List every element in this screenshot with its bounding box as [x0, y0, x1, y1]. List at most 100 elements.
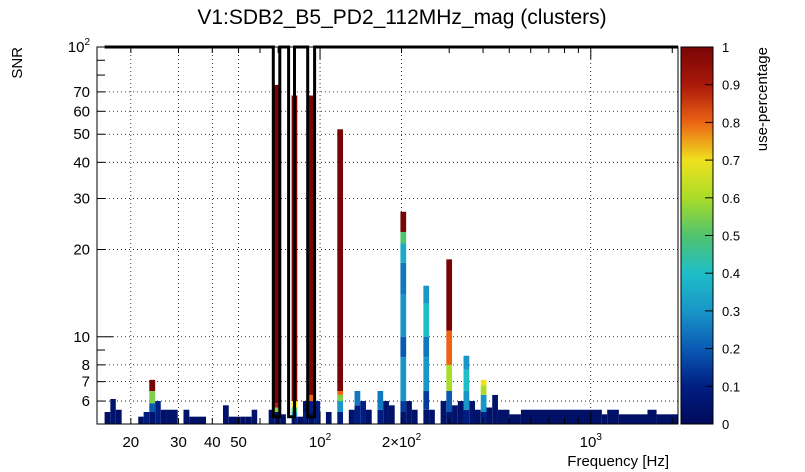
- color-scale: 0 0.1 0.2 0.3 0.4 0.5 0.6 0.7 0.8 0.9 1 use-percen…: [680, 40, 771, 432]
- heatmap-cell: [480, 379, 487, 386]
- heatmap-cell: [183, 409, 190, 424]
- heatmap-cell: [337, 394, 344, 402]
- y-tick-label: 30: [73, 191, 90, 208]
- heatmap-cell: [388, 405, 395, 424]
- x-tick-label: 2×102: [382, 432, 422, 451]
- heatmap-cell: [475, 409, 481, 424]
- color-scale-tick-label: 0.9: [722, 78, 740, 93]
- heatmap-cell: [400, 262, 407, 295]
- heatmap-cell: [400, 243, 407, 263]
- plot-area: 20 30 40 50 102 2×102 103 6 78 10 20 30 40 50 60 70 102: [68, 37, 679, 451]
- color-scale-tick-label: 0.7: [722, 153, 740, 168]
- heatmap-cell: [423, 390, 430, 410]
- heatmap-cell: [607, 409, 619, 424]
- heatmap-cell: [400, 336, 407, 358]
- heatmap-cell: [656, 414, 678, 424]
- heatmap-cell: [480, 412, 487, 424]
- heatmap-cell: [337, 390, 344, 395]
- heatmap-cell: [166, 409, 178, 424]
- x-axis-label: Frequency [Hz]: [567, 453, 669, 470]
- heatmap-cell: [274, 403, 281, 408]
- color-scale-tick-label: 0.6: [722, 191, 740, 206]
- heatmap-cell: [360, 401, 366, 424]
- heatmap-cell: [423, 303, 430, 337]
- heatmap-cell: [400, 357, 407, 402]
- heatmap-cell: [647, 409, 657, 424]
- heatmap-cell: [291, 416, 298, 424]
- heatmap-cell: [509, 414, 521, 424]
- heatmap-cell: [245, 416, 252, 424]
- heatmap-cell: [228, 416, 241, 424]
- heatmap-cell: [400, 231, 407, 244]
- y-tick-label: 40: [73, 154, 90, 171]
- heatmap-cell: [308, 401, 315, 413]
- color-scale-label: use-percentage: [754, 47, 771, 151]
- color-scale-ticks: 0 0.1 0.2 0.3 0.4 0.5 0.6 0.7 0.8 0.9 1: [705, 40, 740, 432]
- y-tick-label: 20: [73, 242, 90, 259]
- heatmap-cell: [348, 409, 355, 424]
- heatmap-cell: [104, 412, 111, 424]
- heatmap-cell: [337, 412, 344, 424]
- heatmap-cell: [297, 416, 303, 424]
- heatmap-cell: [274, 84, 281, 404]
- y-tick-label: 10: [73, 329, 90, 346]
- heatmap-cell: [400, 401, 407, 413]
- heatmap-cell: [446, 390, 453, 413]
- heatmap-cell: [452, 405, 458, 424]
- heatmap-cell: [149, 403, 156, 413]
- outline-trace: [104, 45, 678, 419]
- heatmap-cell: [400, 211, 407, 232]
- heatmap-cell: [406, 401, 412, 424]
- color-scale-tick-label: 0: [722, 417, 729, 432]
- heatmap-cell: [429, 409, 435, 424]
- heatmap-cell: [274, 407, 281, 413]
- color-scale-tick-label: 0.4: [722, 266, 740, 281]
- heatmap-cell: [601, 414, 608, 424]
- chart-title: V1:SDB2_B5_PD2_112MHz_mag (clusters): [197, 6, 606, 29]
- heatmap-cell: [308, 394, 315, 402]
- heatmap-cell: [160, 409, 167, 424]
- x-tick-label: 30: [170, 434, 187, 451]
- y-tick-label: 8: [82, 357, 90, 374]
- y-tick-label: 60: [73, 103, 90, 120]
- plot-frame: [96, 46, 679, 425]
- heatmap-cell: [463, 355, 470, 370]
- heatmap-cell: [446, 330, 453, 365]
- heatmap-cell: [354, 390, 361, 406]
- y-axis-label: SNR: [9, 47, 26, 79]
- heatmap-cell: [337, 129, 344, 391]
- heatmap-cell: [423, 409, 430, 424]
- heatmap-cell: [337, 401, 344, 413]
- x-tick-label: 50: [230, 434, 247, 451]
- heatmap-cell: [354, 405, 361, 424]
- y-tick-label: 7: [82, 374, 90, 391]
- heatmap-cell: [115, 409, 122, 424]
- heatmap-cell: [365, 409, 372, 424]
- color-scale-tick-label: 0.2: [722, 342, 740, 357]
- heatmap-cell: [377, 390, 384, 410]
- y-tick-label: 70: [73, 84, 90, 101]
- heatmap-cell: [302, 412, 309, 424]
- y-tick-label: 6: [82, 393, 90, 410]
- color-scale-tick-label: 0.1: [722, 379, 740, 394]
- y-tick-label: 50: [73, 126, 90, 143]
- heatmap-cell: [325, 412, 332, 424]
- color-scale-tick-label: 1: [722, 40, 729, 55]
- heatmap-cell: [149, 390, 156, 404]
- heatmap-cell: [383, 401, 389, 424]
- heatmap-cell: [440, 401, 447, 424]
- heatmap-cell: [268, 409, 275, 424]
- heatmap-cell: [618, 414, 648, 424]
- heatmap-cell: [149, 412, 156, 424]
- x-tick-label: 20: [122, 434, 139, 451]
- heatmap-cell: [423, 357, 430, 391]
- heatmap-cell: [138, 416, 144, 424]
- heatmap-cell: [314, 401, 321, 424]
- heatmap-cell: [400, 412, 407, 424]
- heatmap-cell: [446, 259, 453, 331]
- heatmap-cell: [143, 412, 150, 424]
- plot-frame-background: [97, 47, 678, 424]
- color-scale-tick-label: 0.8: [722, 115, 740, 130]
- heatmap-cell: [423, 285, 430, 304]
- heatmap-cell: [411, 409, 418, 424]
